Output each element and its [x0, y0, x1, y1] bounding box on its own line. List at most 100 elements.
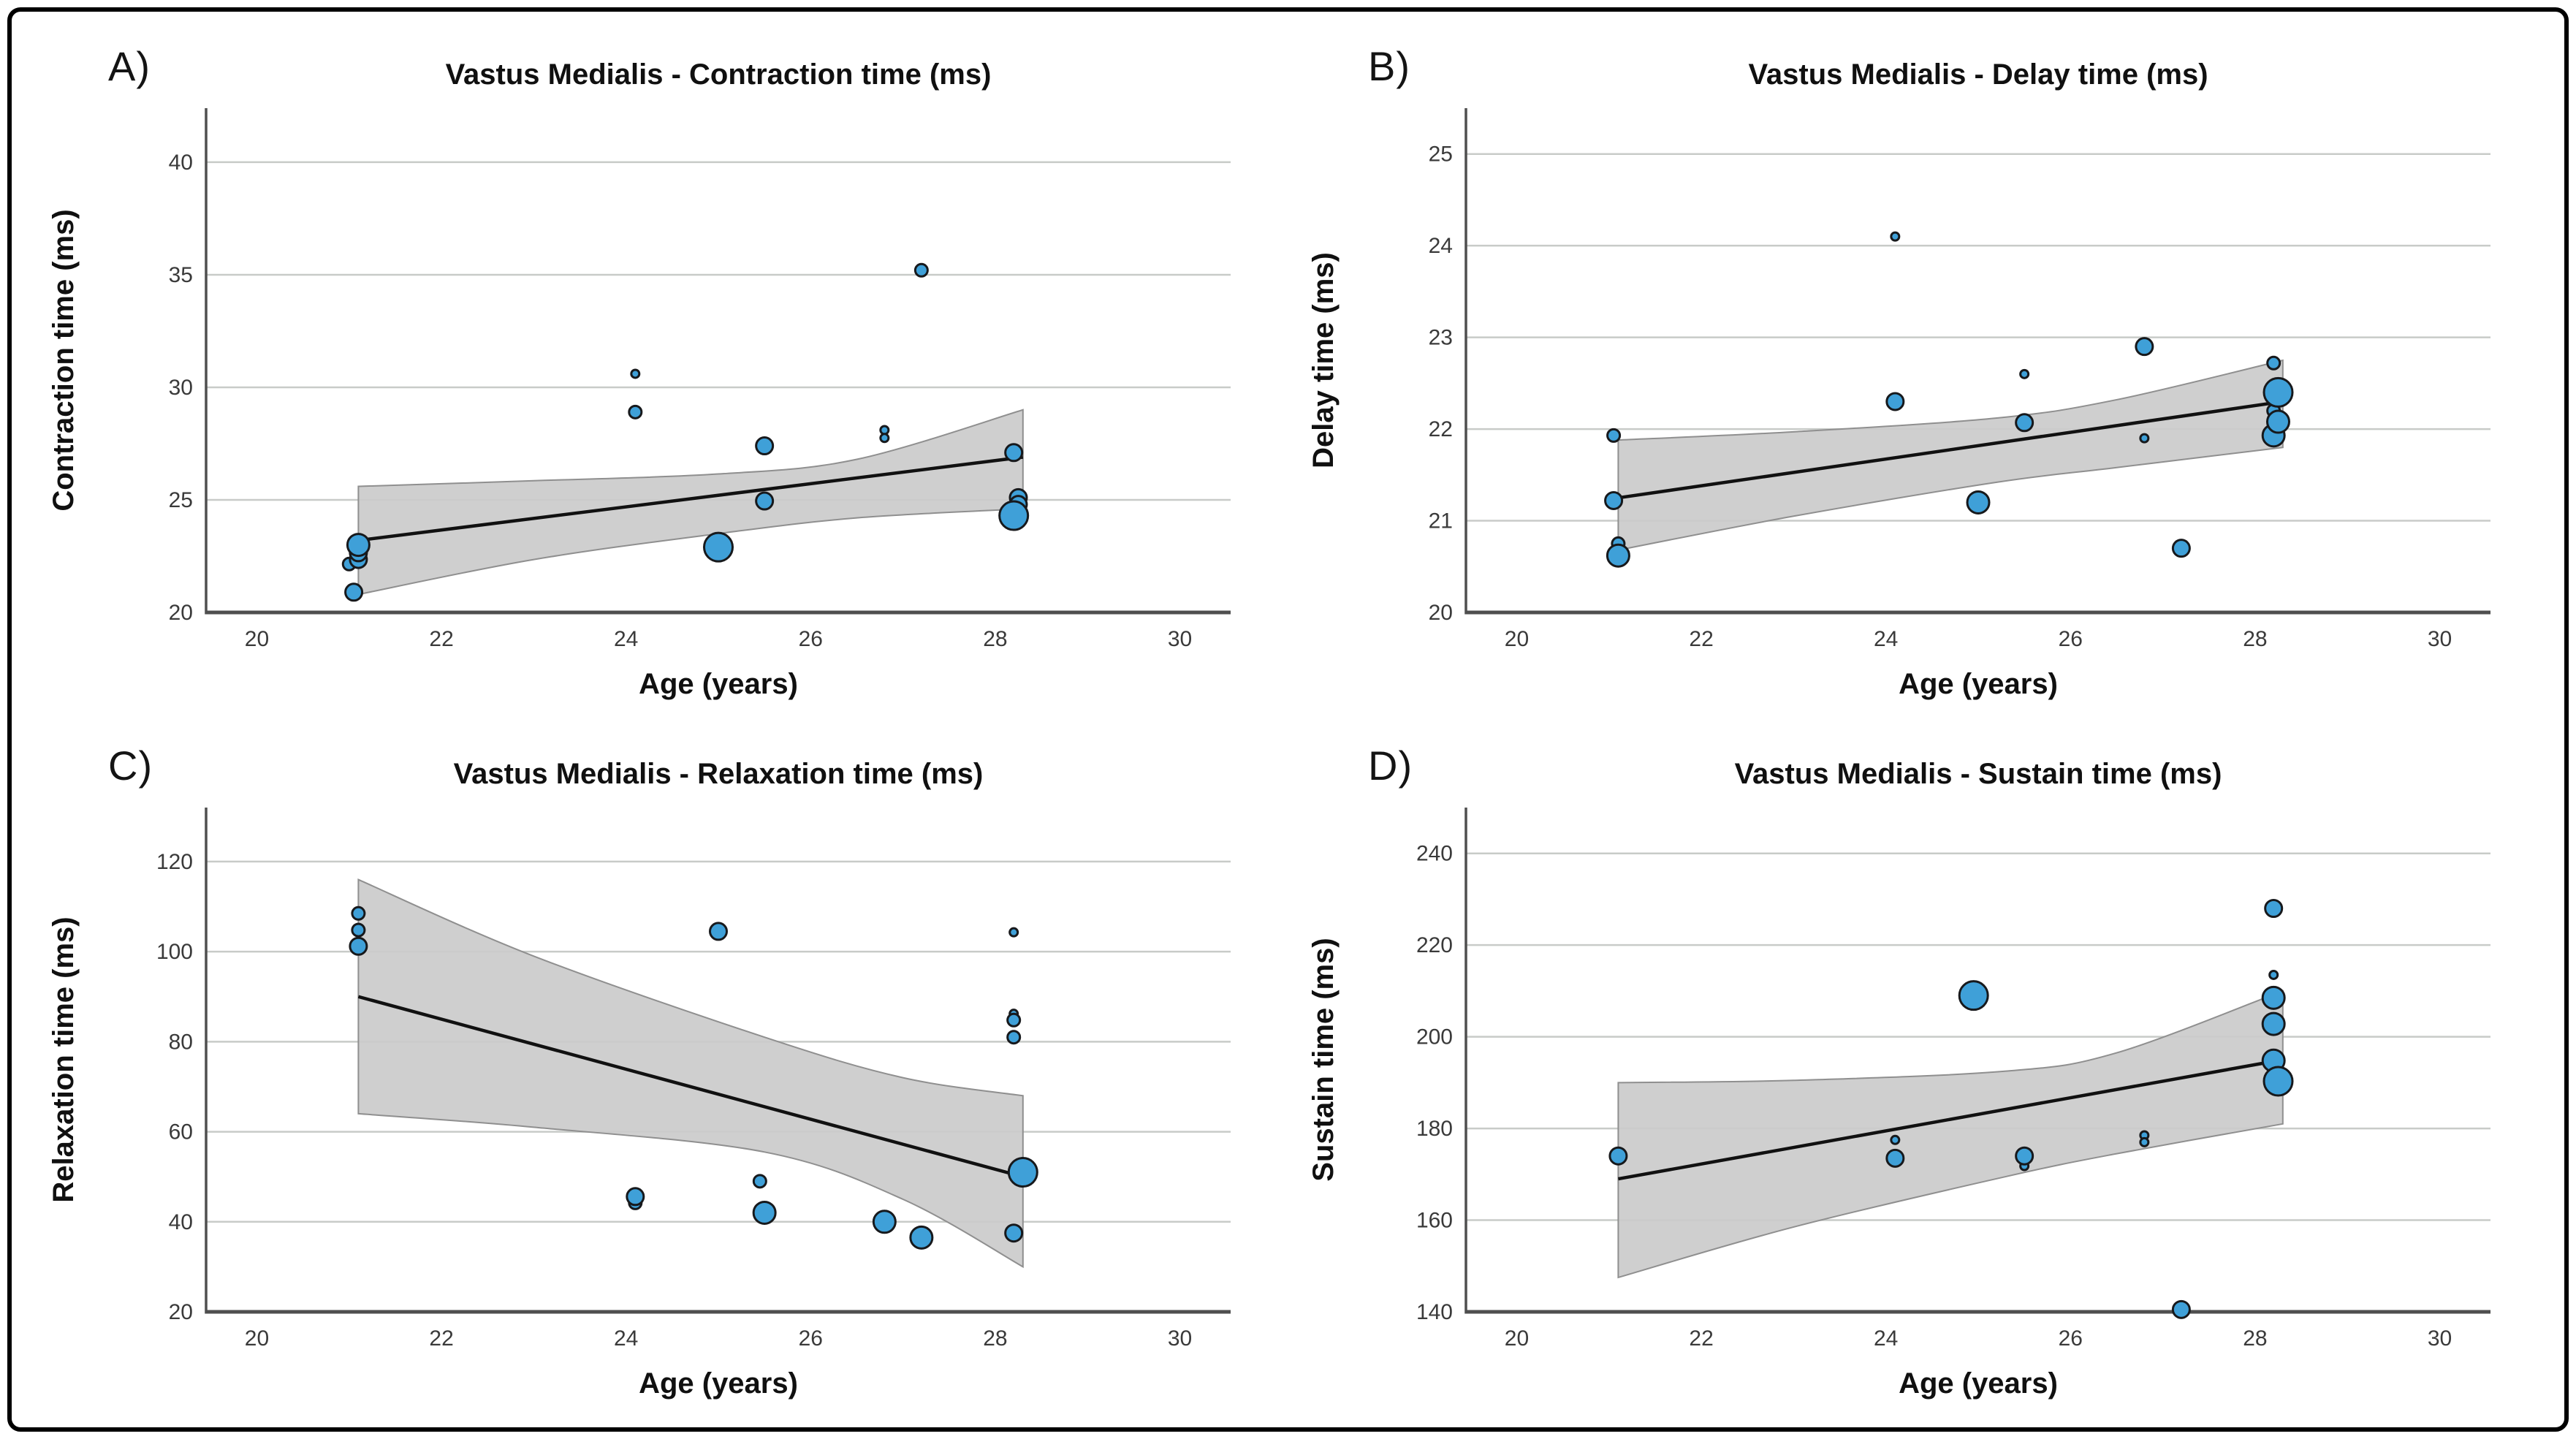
y-tick-label: 240: [1416, 842, 1453, 866]
data-point: [1004, 443, 1024, 463]
y-tick-label: 24: [1429, 234, 1453, 258]
y-tick-label: 21: [1429, 509, 1453, 534]
panel-label: D): [1368, 743, 1413, 789]
x-tick-label: 26: [799, 1326, 823, 1351]
y-tick-label: 160: [1416, 1209, 1453, 1233]
panel-label: C): [108, 743, 153, 789]
data-point: [2015, 1146, 2034, 1166]
data-point: [909, 1225, 934, 1250]
y-axis-title: Relaxation time (ms): [48, 916, 80, 1202]
data-point: [2262, 1066, 2294, 1097]
data-point: [1007, 1157, 1038, 1188]
y-axis-title: Sustain time (ms): [1307, 938, 1340, 1181]
y-tick-label: 35: [169, 263, 193, 287]
data-point: [2019, 368, 2030, 379]
panel-label: B): [1368, 43, 1410, 89]
ci-band: [357, 409, 1024, 596]
data-point: [703, 531, 734, 563]
data-point: [1606, 543, 1630, 568]
panel-title: Vastus Medialis - Delay time (ms): [1748, 58, 2208, 91]
y-tick-label: 60: [169, 1120, 193, 1144]
y-tick-label: 25: [1429, 143, 1453, 167]
data-point: [752, 1200, 777, 1225]
y-tick-label: 25: [169, 488, 193, 512]
panel-a-chart: 20 22 24 26 28 30 20 25 30 35 40 Age (years) Contrac…: [48, 108, 1231, 700]
x-tick-label: 30: [1168, 627, 1192, 651]
data-point: [2268, 969, 2279, 980]
data-point: [344, 582, 364, 602]
data-point: [2261, 1011, 2286, 1036]
y-tick-label: 100: [156, 940, 193, 964]
data-point: [1006, 1030, 1022, 1045]
x-tick-label: 24: [614, 1326, 638, 1351]
data-point: [2262, 376, 2294, 408]
data-point: [1608, 1146, 1628, 1166]
data-point: [2265, 409, 2290, 434]
x-tick-label: 26: [2059, 1326, 2083, 1351]
y-tick-label: 220: [1416, 933, 1453, 957]
data-point: [2261, 985, 2286, 1010]
regression-line: [357, 995, 1024, 1179]
data-point: [1006, 1012, 1022, 1028]
x-axis-title: Age (years): [639, 668, 798, 700]
ci-band: [1617, 990, 2284, 1279]
x-tick-label: 28: [983, 627, 1007, 651]
y-tick-label: 180: [1416, 1117, 1453, 1141]
panels-grid: 20 22 24 26 28 30 20 25 30 35 40 Age (years) Contrac…: [31, 20, 2545, 1418]
data-point: [1604, 490, 1624, 510]
data-point: [1008, 927, 1019, 938]
data-point: [1890, 231, 1901, 242]
y-axis-title: Contraction time (ms): [48, 209, 80, 511]
panel-c-chart: 20 22 24 26 28 30 20 40 60 80 100 120 Age (years) Rel…: [48, 808, 1231, 1400]
data-point: [346, 533, 371, 558]
x-tick-label: 30: [1168, 1326, 1192, 1351]
panel-title: Vastus Medialis - Relaxation time (ms): [453, 758, 984, 790]
data-point: [1885, 1148, 1905, 1168]
data-point: [630, 368, 641, 379]
panel-title: Vastus Medialis - Sustain time (ms): [1734, 758, 2222, 790]
y-tick-label: 80: [169, 1030, 193, 1054]
y-tick-label: 40: [169, 151, 193, 175]
x-tick-label: 28: [2243, 627, 2267, 651]
data-point: [872, 1210, 897, 1234]
y-tick-label: 20: [169, 1300, 193, 1324]
data-point: [755, 491, 775, 511]
panel-a: 20 22 24 26 28 30 20 25 30 35 40 Age (years) Contrac…: [31, 20, 1285, 717]
panel-b-chart: 20 22 24 26 28 30 20 21 22 23 24 25 Age (years) Delay…: [1307, 108, 2490, 700]
panel-c: 20 22 24 26 28 30 20 40 60 80 100 120 Age (years) Rel…: [31, 720, 1285, 1416]
y-tick-label: 200: [1416, 1025, 1453, 1049]
data-point: [913, 262, 929, 278]
data-point: [2139, 433, 2150, 444]
regression-line: [358, 455, 1024, 542]
panel-d-chart: 20 22 24 26 28 30 140 160 180 200 220 240 Age (years…: [1307, 808, 2490, 1400]
x-tick-label: 20: [1505, 627, 1529, 651]
x-axis-title: Age (years): [639, 1367, 798, 1400]
data-point: [2266, 355, 2281, 371]
x-axis-title: Age (years): [1899, 1367, 2058, 1400]
data-point: [351, 905, 366, 921]
y-tick-label: 23: [1429, 326, 1453, 350]
data-point: [351, 922, 366, 938]
x-tick-label: 20: [1505, 1326, 1529, 1351]
x-axis-title: Age (years): [1899, 668, 2058, 700]
x-tick-label: 22: [429, 1326, 453, 1351]
x-tick-label: 30: [2428, 627, 2452, 651]
regression-line: [1618, 1058, 2284, 1181]
data-point: [709, 922, 728, 941]
x-tick-label: 24: [1874, 627, 1898, 651]
data-point: [1966, 490, 1991, 515]
data-point: [755, 436, 775, 456]
panel-title: Vastus Medialis - Contraction time (ms): [445, 58, 992, 91]
data-point: [2139, 1136, 2150, 1147]
x-tick-label: 20: [245, 1326, 269, 1351]
y-tick-label: 120: [156, 850, 193, 874]
y-axis-title: Delay time (ms): [1307, 252, 1340, 468]
y-tick-label: 20: [169, 601, 193, 625]
y-tick-label: 20: [1429, 601, 1453, 625]
x-tick-label: 26: [2059, 627, 2083, 651]
data-point: [998, 500, 1030, 531]
y-tick-label: 140: [1416, 1300, 1453, 1324]
x-tick-label: 20: [245, 627, 269, 651]
data-point: [1606, 428, 1622, 443]
